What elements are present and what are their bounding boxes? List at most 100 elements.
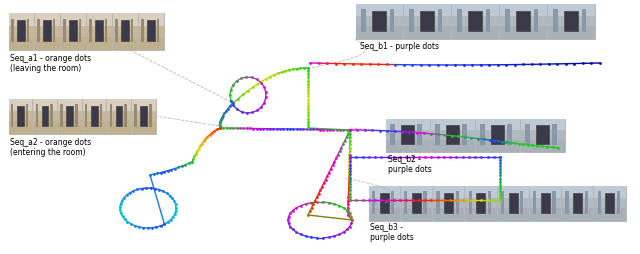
Text: Seq_b3 -
purple dots: Seq_b3 - purple dots: [370, 223, 413, 242]
Bar: [433, 208, 464, 221]
Bar: [86, 12, 111, 26]
Bar: [435, 124, 440, 145]
Bar: [497, 185, 529, 220]
Bar: [26, 104, 28, 127]
Bar: [438, 9, 442, 32]
Bar: [520, 119, 564, 130]
Bar: [420, 11, 434, 31]
Bar: [132, 99, 156, 134]
Bar: [8, 121, 32, 134]
Bar: [42, 106, 49, 126]
Bar: [8, 37, 33, 50]
Bar: [403, 4, 451, 16]
Bar: [37, 19, 40, 42]
Bar: [617, 192, 620, 214]
Bar: [11, 19, 13, 42]
Bar: [369, 208, 400, 221]
Bar: [113, 12, 138, 26]
Bar: [85, 104, 88, 127]
Bar: [488, 192, 491, 214]
Bar: [433, 185, 464, 220]
Bar: [17, 20, 25, 41]
Bar: [431, 140, 474, 152]
Bar: [149, 104, 152, 127]
Bar: [451, 4, 499, 39]
Bar: [147, 20, 155, 41]
Bar: [562, 208, 593, 221]
Bar: [457, 9, 461, 32]
Bar: [390, 124, 395, 145]
Bar: [468, 192, 472, 214]
Bar: [83, 121, 106, 134]
Bar: [401, 185, 432, 198]
Bar: [27, 19, 29, 42]
Bar: [390, 9, 394, 32]
Bar: [61, 37, 86, 50]
Bar: [595, 185, 625, 198]
Bar: [355, 4, 403, 16]
Bar: [51, 104, 53, 127]
Bar: [61, 12, 86, 50]
Bar: [465, 208, 497, 221]
Bar: [141, 19, 144, 42]
Bar: [132, 121, 156, 134]
Bar: [436, 192, 440, 214]
Bar: [385, 119, 429, 130]
Bar: [499, 26, 547, 39]
Bar: [520, 192, 524, 214]
Bar: [444, 193, 453, 213]
Bar: [462, 124, 467, 145]
Bar: [107, 99, 131, 111]
Bar: [481, 124, 485, 145]
Bar: [573, 193, 582, 213]
Bar: [520, 140, 564, 152]
Bar: [530, 185, 561, 198]
Bar: [468, 11, 482, 31]
Bar: [8, 12, 33, 26]
Bar: [86, 12, 111, 50]
Bar: [86, 37, 111, 50]
Bar: [401, 208, 432, 221]
Bar: [530, 185, 561, 220]
Text: Seq_a2 - orange dots
(entering the room): Seq_a2 - orange dots (entering the room): [10, 138, 91, 157]
Bar: [61, 12, 86, 26]
Bar: [412, 193, 421, 213]
Bar: [403, 4, 451, 39]
Bar: [105, 19, 108, 42]
Bar: [60, 104, 63, 127]
Bar: [372, 11, 386, 31]
Bar: [75, 104, 77, 127]
Bar: [562, 185, 593, 220]
Bar: [541, 193, 550, 213]
Bar: [417, 124, 422, 145]
Bar: [91, 106, 98, 126]
Bar: [33, 99, 57, 134]
Text: Seq_b1 - purple dots: Seq_b1 - purple dots: [360, 42, 439, 51]
Bar: [476, 140, 520, 152]
Bar: [8, 12, 33, 50]
Bar: [424, 192, 427, 214]
Bar: [516, 11, 530, 31]
Bar: [8, 99, 32, 134]
Bar: [385, 140, 429, 152]
Bar: [52, 19, 55, 42]
Bar: [83, 99, 106, 134]
Bar: [355, 4, 403, 39]
Bar: [476, 119, 520, 151]
Bar: [451, 26, 499, 39]
Bar: [598, 192, 601, 214]
Bar: [456, 192, 459, 214]
Bar: [465, 185, 497, 220]
Text: Seq_b2 -
purple dots: Seq_b2 - purple dots: [388, 155, 432, 174]
Bar: [355, 26, 403, 39]
Bar: [35, 12, 60, 26]
Bar: [509, 193, 518, 213]
Bar: [140, 106, 147, 126]
Bar: [138, 12, 163, 50]
Bar: [431, 119, 474, 151]
Bar: [132, 99, 156, 111]
Bar: [116, 106, 122, 126]
Bar: [547, 4, 595, 16]
Bar: [499, 4, 547, 16]
Bar: [497, 208, 529, 221]
